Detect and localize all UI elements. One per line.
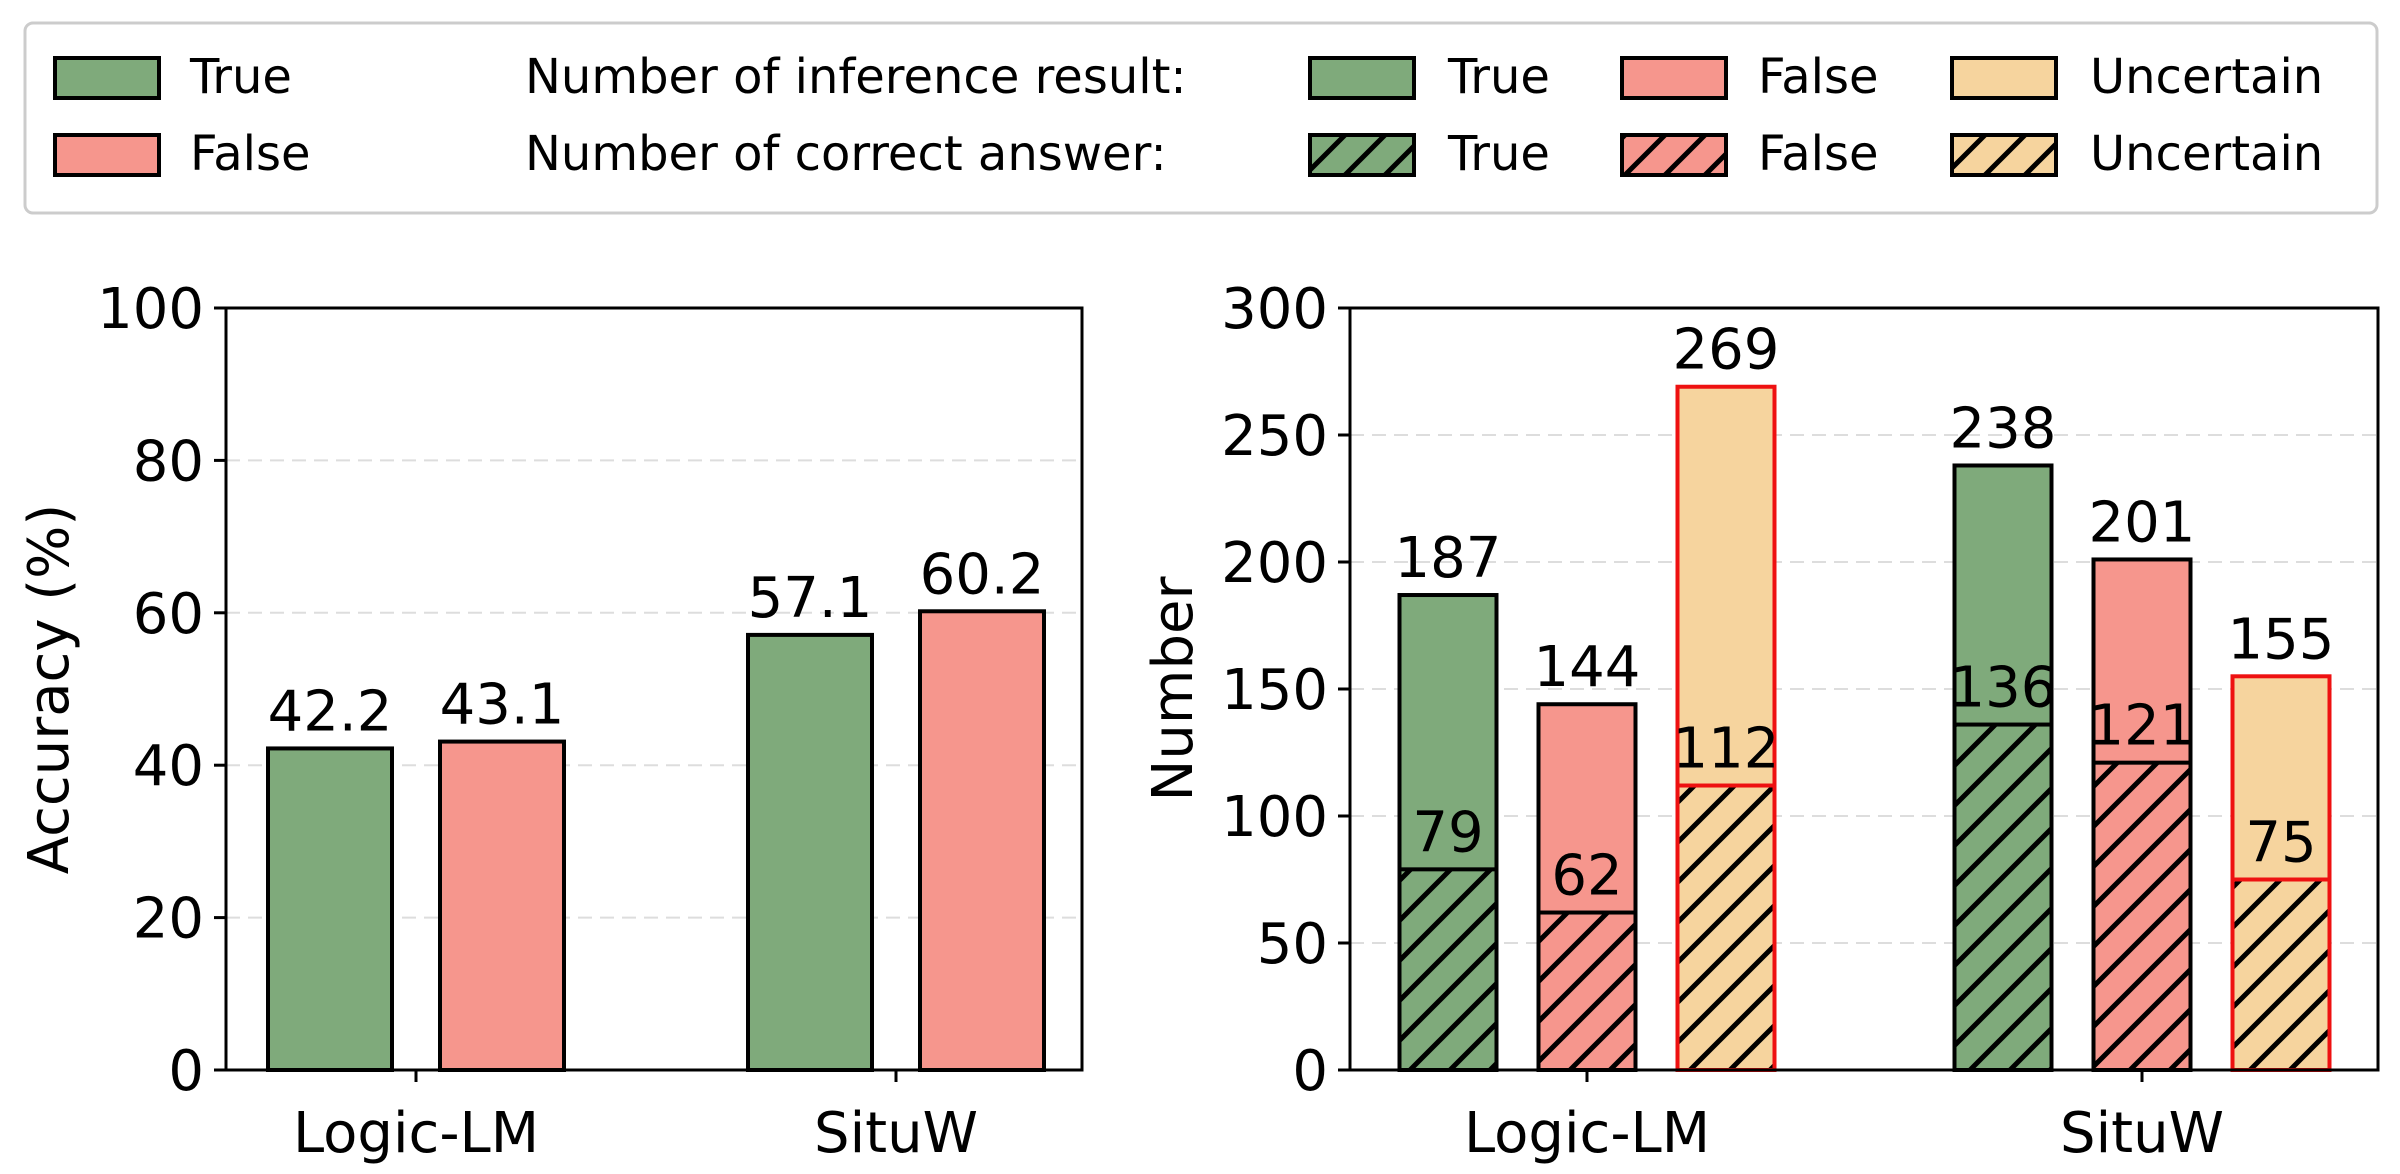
legend-row2-title: Number of correct answer: — [525, 126, 1167, 182]
y-tick-label: 0 — [168, 1039, 204, 1104]
value-label-correct-true-situw: 136 — [1950, 656, 2057, 721]
value-label-inference-true-situw: 238 — [1950, 396, 2057, 461]
y-tick-label: 100 — [1221, 785, 1328, 850]
y-tick-label: 80 — [133, 429, 204, 494]
value-label-false-situw: 60.2 — [920, 542, 1045, 607]
bar-true-logic-lm — [266, 746, 394, 1072]
accuracy-y-ticks: 0 20 40 60 80 100 — [97, 277, 226, 1104]
y-tick-label: 300 — [1221, 277, 1328, 342]
y-tick-label: 60 — [133, 582, 204, 647]
x-tick-label-logic-lm: Logic-LM — [293, 1101, 539, 1166]
legend-label-inference-false: False — [1758, 49, 1879, 105]
number-y-ticks: 0 50 100 150 200 250 300 — [1221, 277, 1350, 1104]
value-label-inference-false-situw: 201 — [2089, 490, 2196, 555]
value-label-inference-uncertain-logic-lm: 269 — [1673, 318, 1780, 383]
legend-swatch-true — [53, 56, 161, 100]
bar-correct-false-logic-lm — [1536, 910, 1638, 1073]
number-y-axis-label: Number — [1141, 576, 1206, 802]
legend: True False Number of inference result: N… — [23, 21, 2379, 215]
accuracy-y-axis-label: Accuracy (%) — [17, 504, 82, 874]
bar-false-logic-lm — [438, 739, 566, 1072]
value-label-correct-uncertain-situw: 75 — [2245, 811, 2316, 876]
legend-label-correct-true: True — [1447, 126, 1550, 182]
accuracy-bars — [266, 609, 1046, 1072]
value-label-correct-uncertain-logic-lm: 112 — [1673, 717, 1780, 782]
value-label-correct-true-logic-lm: 79 — [1412, 800, 1483, 865]
bar-correct-true-situw — [1952, 722, 2054, 1072]
y-tick-label: 100 — [97, 277, 204, 342]
bar-correct-uncertain-situw — [2230, 877, 2332, 1072]
y-tick-label: 20 — [133, 887, 204, 952]
value-label-inference-false-logic-lm: 144 — [1534, 635, 1641, 700]
legend-swatch-inference-true — [1308, 56, 1416, 100]
x-tick-label-situw: SituW — [814, 1101, 978, 1166]
legend-row1-title: Number of inference result: — [525, 49, 1187, 105]
number-value-labels: 187 79 144 62 269 112 238 136 201 121 155 75 — [1395, 318, 2335, 909]
y-tick-label: 0 — [1292, 1039, 1328, 1104]
legend-swatch-false — [53, 133, 161, 177]
value-label-false-logic-lm: 43.1 — [440, 673, 565, 738]
bar-correct-false-situw — [2091, 760, 2193, 1072]
y-tick-label: 40 — [133, 734, 204, 799]
bar-correct-uncertain-logic-lm — [1675, 783, 1777, 1073]
value-label-true-situw: 57.1 — [748, 566, 873, 631]
y-tick-label: 200 — [1221, 531, 1328, 596]
legend-label-true: True — [189, 49, 292, 105]
legend-label-false: False — [190, 126, 311, 182]
value-label-true-logic-lm: 42.2 — [268, 679, 393, 744]
value-label-inference-uncertain-situw: 155 — [2228, 607, 2335, 672]
legend-label-correct-false: False — [1758, 126, 1879, 182]
value-label-correct-false-situw: 121 — [2089, 694, 2196, 759]
x-tick-label-logic-lm: Logic-LM — [1464, 1101, 1710, 1166]
legend-swatch-correct-false — [1620, 133, 1728, 177]
number-chart: 0 50 100 150 200 250 300 Logic-LM SituW 187 79 14… — [1141, 277, 2380, 1166]
legend-label-correct-uncertain: Uncertain — [2090, 126, 2323, 182]
bar-correct-true-logic-lm — [1397, 867, 1499, 1073]
accuracy-plot-frame — [224, 306, 1084, 1072]
accuracy-x-ticks: Logic-LM SituW — [293, 1070, 978, 1166]
value-label-correct-false-logic-lm: 62 — [1551, 844, 1622, 909]
bar-false-situw — [918, 609, 1046, 1072]
y-tick-label: 250 — [1221, 404, 1328, 469]
number-x-ticks: Logic-LM SituW — [1464, 1070, 2224, 1166]
legend-label-inference-true: True — [1447, 49, 1550, 105]
legend-frame — [23, 21, 2379, 215]
bar-true-situw — [746, 632, 874, 1072]
legend-swatch-inference-false — [1620, 56, 1728, 100]
legend-label-inference-uncertain: Uncertain — [2090, 49, 2323, 105]
legend-swatch-correct-true — [1308, 133, 1416, 177]
y-tick-label: 50 — [1257, 912, 1328, 977]
accuracy-chart: 0 20 40 60 80 100 Logic-LM SituW 42.2 43.1 57.1 6… — [17, 277, 1084, 1166]
accuracy-value-labels: 42.2 43.1 57.1 60.2 — [268, 542, 1045, 744]
legend-swatch-correct-uncertain — [1950, 133, 2058, 177]
number-gridlines — [1350, 434, 2378, 944]
value-label-inference-true-logic-lm: 187 — [1395, 526, 1502, 591]
y-tick-label: 150 — [1221, 658, 1328, 723]
x-tick-label-situw: SituW — [2060, 1101, 2224, 1166]
legend-swatch-inference-uncertain — [1950, 56, 2058, 100]
